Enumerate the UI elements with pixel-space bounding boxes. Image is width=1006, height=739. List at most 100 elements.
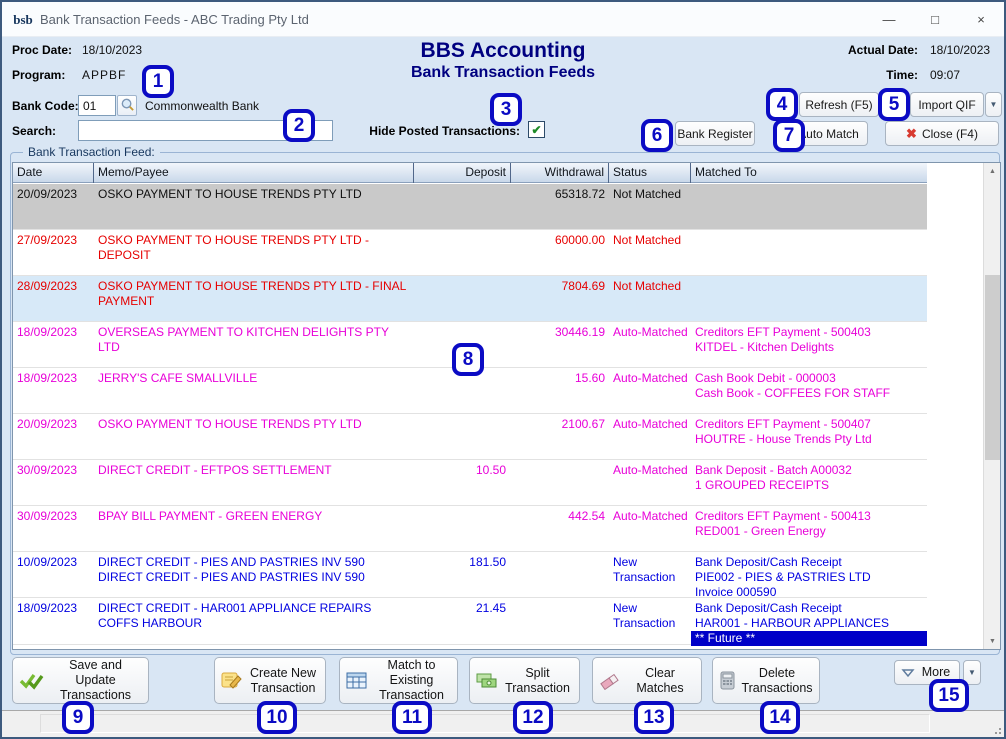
- close-button[interactable]: ✖ Close (F4): [885, 121, 999, 146]
- actual-date-value: 18/10/2023: [930, 43, 991, 57]
- row-matched: Creditors EFT Payment - 500403 KITDEL - …: [695, 325, 871, 354]
- delete-transactions-button[interactable]: Delete Transactions: [712, 657, 820, 704]
- row-date: 28/09/2023: [17, 279, 78, 293]
- column-header-memo: Memo/Payee: [94, 163, 414, 183]
- scroll-down-icon[interactable]: ▼: [989, 637, 996, 645]
- bank-register-button-label: Bank Register: [677, 126, 753, 141]
- match-to-existing-label: Match to Existing Transaction: [379, 658, 444, 702]
- actual-date-label: Actual Date:: [847, 43, 918, 57]
- grid-rows: 20/09/2023 OSKO PAYMENT TO HOUSE TRENDS …: [13, 184, 983, 646]
- row-status: Auto-Matched: [613, 371, 688, 385]
- minimize-icon[interactable]: —: [882, 12, 896, 27]
- row-memo: JERRY'S CAFE SMALLVILLE: [98, 371, 258, 385]
- row-deposit: 21.45: [475, 601, 506, 615]
- more-button[interactable]: More: [894, 660, 960, 685]
- transaction-grid: Date Memo/Payee Deposit Withdrawal Statu…: [12, 162, 1001, 650]
- row-memo: OSKO PAYMENT TO HOUSE TRENDS PTY LTD - D…: [98, 233, 369, 262]
- row-status: Auto-Matched: [613, 463, 688, 477]
- clear-matches-button[interactable]: Clear Matches: [592, 657, 702, 704]
- more-dropdown-button[interactable]: ▼: [963, 660, 981, 685]
- table-grid-icon: [346, 672, 368, 690]
- resize-grip[interactable]: [991, 724, 1001, 734]
- search-label: Search:: [12, 124, 57, 138]
- program-value: APPBF: [82, 68, 127, 82]
- table-row[interactable]: 30/09/2023 BPAY BILL PAYMENT - GREEN ENE…: [13, 506, 927, 552]
- row-memo: OSKO PAYMENT TO HOUSE TRENDS PTY LTD - F…: [98, 279, 406, 308]
- row-matched: Bank Deposit/Cash Receipt HAR001 - HARBO…: [695, 601, 890, 630]
- row-status: Auto-Matched: [613, 325, 688, 339]
- double-check-icon: [19, 671, 45, 691]
- import-qif-dropdown-button[interactable]: ▼: [985, 92, 1002, 117]
- vertical-scrollbar[interactable]: ▲ ▼: [983, 163, 1000, 649]
- refresh-button-label: Refresh (F5): [805, 97, 873, 112]
- search-input[interactable]: [78, 120, 333, 141]
- callout-14: 14: [760, 701, 800, 734]
- row-memo: OSKO PAYMENT TO HOUSE TRENDS PTY LTD: [98, 187, 362, 201]
- checkmark-icon: ✔: [531, 122, 542, 137]
- create-new-transaction-button[interactable]: Create New Transaction: [214, 657, 326, 704]
- row-memo: DIRECT CREDIT - EFTPOS SETTLEMENT: [98, 463, 332, 477]
- close-window-icon[interactable]: ×: [977, 12, 985, 27]
- callout-2: 2: [283, 109, 315, 142]
- split-transaction-button[interactable]: Split Transaction: [469, 657, 580, 704]
- chevron-down-icon: ▼: [968, 668, 976, 677]
- hide-posted-checkbox[interactable]: ✔: [528, 121, 545, 138]
- row-withdrawal: 442.54: [568, 509, 605, 523]
- bank-code-input[interactable]: [78, 95, 116, 116]
- bank-register-button[interactable]: Bank Register: [675, 121, 755, 146]
- table-row[interactable]: 28/09/2023 OSKO PAYMENT TO HOUSE TRENDS …: [13, 276, 927, 322]
- row-withdrawal: 30446.19: [554, 325, 605, 339]
- callout-5: 5: [878, 88, 910, 121]
- time-label: Time:: [886, 68, 918, 82]
- bank-code-lookup-button[interactable]: [117, 95, 137, 116]
- callout-12: 12: [513, 701, 553, 734]
- split-transaction-label: Split Transaction: [505, 665, 570, 695]
- delete-transactions-label: Delete Transactions: [741, 665, 813, 695]
- row-deposit: 181.50: [469, 555, 506, 569]
- table-row[interactable]: 27/09/2023 OSKO PAYMENT TO HOUSE TRENDS …: [13, 230, 927, 276]
- banknotes-icon: [476, 672, 498, 690]
- proc-date-value: 18/10/2023: [82, 43, 143, 57]
- row-memo: DIRECT CREDIT - PIES AND PASTRIES INV 59…: [98, 555, 365, 584]
- row-matched: Cash Book Debit - 000003 Cash Book - COF…: [695, 371, 891, 400]
- callout-3: 3: [490, 93, 522, 126]
- app-subtitle: Bank Transaction Feeds: [410, 64, 596, 81]
- triangle-down-icon: [901, 668, 915, 678]
- row-date: 18/09/2023: [17, 325, 78, 339]
- refresh-button[interactable]: Refresh (F5): [799, 92, 879, 117]
- match-to-existing-button[interactable]: Match to Existing Transaction: [339, 657, 458, 704]
- note-pencil-icon: [221, 671, 243, 691]
- window-controls: — □ ×: [866, 2, 1004, 37]
- table-row[interactable]: 20/09/2023 OSKO PAYMENT TO HOUSE TRENDS …: [13, 184, 927, 230]
- eraser-icon: [599, 672, 621, 690]
- table-row[interactable]: 30/09/2023 DIRECT CREDIT - EFTPOS SETTLE…: [13, 460, 927, 506]
- group-label: Bank Transaction Feed:: [23, 145, 160, 159]
- callout-8: 8: [452, 343, 484, 376]
- row-memo: BPAY BILL PAYMENT - GREEN ENERGY: [98, 509, 323, 523]
- import-qif-button[interactable]: Import QIF: [910, 92, 984, 117]
- row-status: Auto-Matched: [613, 509, 688, 523]
- row-withdrawal: 60000.00: [554, 233, 605, 247]
- save-and-update-button[interactable]: Save and Update Transactions: [12, 657, 149, 704]
- status-panel: [40, 714, 930, 733]
- row-status: Auto-Matched: [613, 417, 688, 431]
- callout-9: 9: [62, 701, 94, 734]
- row-withdrawal: 15.60: [574, 371, 605, 385]
- scroll-up-icon[interactable]: ▲: [989, 167, 996, 175]
- callout-11: 11: [392, 701, 432, 734]
- table-row[interactable]: 20/09/2023 OSKO PAYMENT TO HOUSE TRENDS …: [13, 414, 927, 460]
- row-status: Not Matched: [613, 279, 682, 293]
- auto-match-button-label: Auto Match: [798, 126, 859, 141]
- scrollbar-thumb[interactable]: [985, 275, 1000, 460]
- callout-15: 15: [929, 679, 969, 712]
- column-header-deposit: Deposit: [414, 163, 511, 183]
- maximize-icon[interactable]: □: [931, 12, 939, 27]
- table-row[interactable]: 10/09/2023 DIRECT CREDIT - PIES AND PAST…: [13, 552, 927, 599]
- chevron-down-icon: ▼: [989, 100, 998, 109]
- row-date: 18/09/2023: [17, 371, 78, 385]
- row-withdrawal: 2100.67: [561, 417, 605, 431]
- row-memo: DIRECT CREDIT - HAR001 APPLIANCE REPAIRS…: [98, 601, 372, 630]
- row-matched: Creditors EFT Payment - 500413 RED001 - …: [695, 509, 871, 538]
- table-row[interactable]: 18/09/2023 DIRECT CREDIT - HAR001 APPLIA…: [13, 598, 927, 646]
